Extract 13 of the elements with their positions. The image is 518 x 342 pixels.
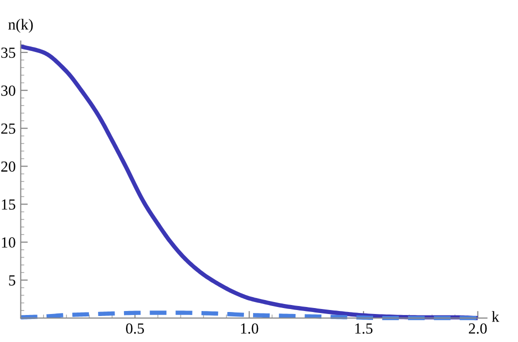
x-tick-label: 1.0 [241, 323, 258, 334]
y-tick-label: 25 [1, 124, 16, 134]
x-tick-label: 0.5 [126, 323, 144, 334]
y-tick-label: 30 [1, 86, 16, 96]
x-tick-label: 2.0 [468, 323, 487, 334]
x-tick-label: 1.5 [355, 323, 372, 334]
y-tick-label: 5 [9, 275, 16, 286]
y-axis-title: n(k) [8, 18, 33, 33]
y-tick-label: 20 [1, 161, 16, 172]
y-tick-label: 15 [2, 199, 16, 210]
x-axis-title: k [492, 311, 500, 322]
y-tick-label: 35 [1, 48, 16, 58]
y-tick-label: 10 [2, 237, 16, 248]
